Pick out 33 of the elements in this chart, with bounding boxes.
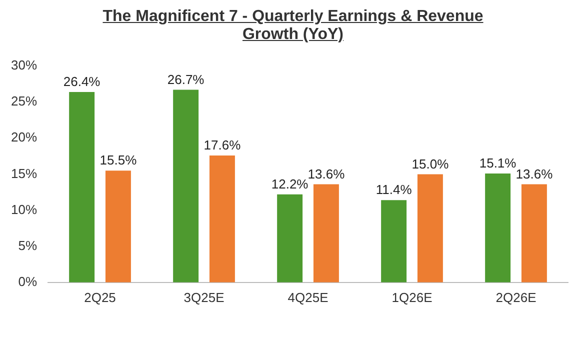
bar	[313, 184, 339, 282]
y-tick-label: 25%	[10, 94, 38, 109]
x-tick-label: 2Q26E	[496, 290, 537, 305]
bar	[277, 194, 303, 282]
data-label: 26.7%	[167, 72, 205, 87]
data-label: 13.6%	[516, 166, 554, 182]
bar	[381, 200, 407, 282]
data-label: 15.0%	[412, 156, 450, 172]
chart-title: The Magnificent 7 - Quarterly Earnings & Revenue Growth (YoY)	[102, 8, 484, 44]
bar	[485, 173, 511, 282]
bar	[521, 184, 547, 282]
y-tick-label: 5%	[18, 238, 38, 253]
bar	[173, 90, 199, 282]
data-label: 15.1%	[479, 156, 517, 171]
y-tick-label: 20%	[10, 130, 38, 145]
data-label: 26.4%	[63, 74, 101, 90]
bar	[105, 170, 131, 282]
y-tick-label: 15%	[10, 166, 38, 181]
bar	[209, 155, 235, 282]
data-label: 12.2%	[271, 176, 309, 192]
x-tick-label: 3Q25E	[184, 290, 225, 305]
x-tick-label: 2Q25	[84, 290, 116, 305]
y-tick-label: 10%	[10, 202, 38, 217]
data-label: 17.6%	[204, 138, 242, 153]
x-tick-label: 1Q26E	[392, 290, 433, 305]
data-label: 13.6%	[308, 166, 346, 182]
bar	[417, 174, 443, 282]
bar	[69, 92, 95, 282]
data-label: 15.5%	[100, 152, 138, 168]
y-tick-label: 0%	[18, 274, 38, 289]
data-label: 11.4%	[376, 182, 412, 198]
y-tick-label: 30%	[10, 58, 38, 73]
x-tick-label: 4Q25E	[288, 290, 329, 305]
